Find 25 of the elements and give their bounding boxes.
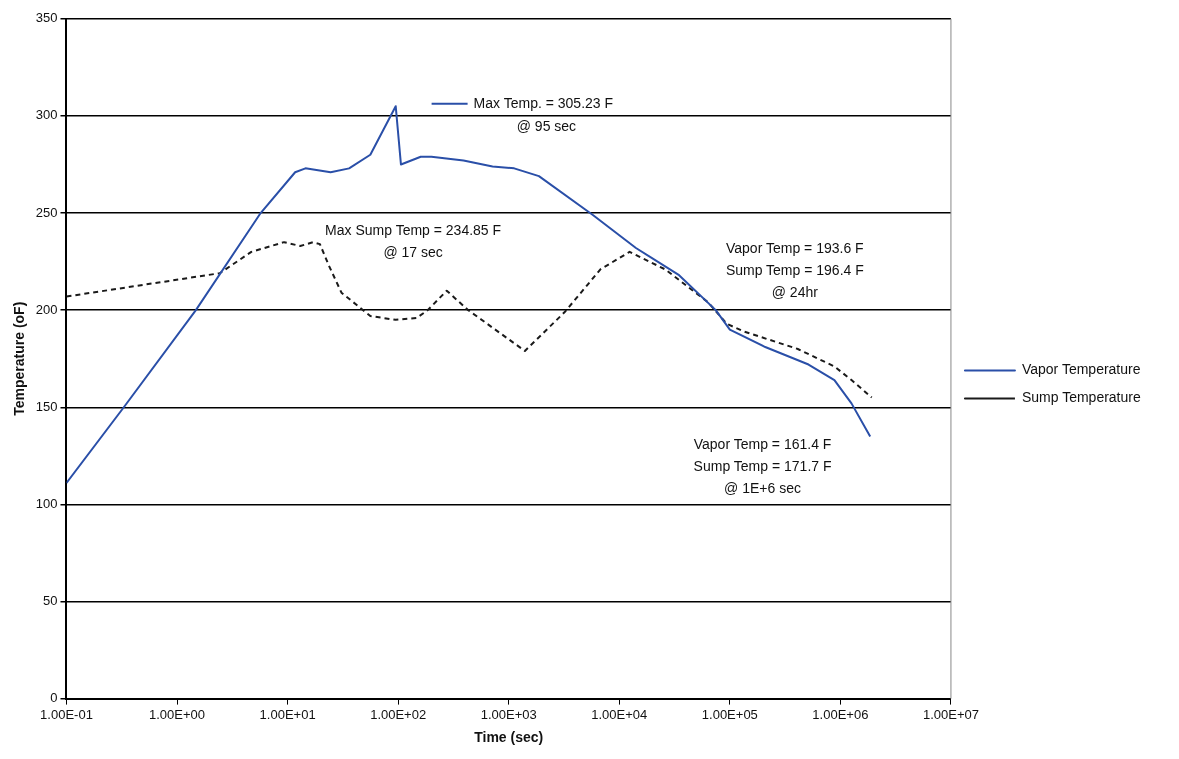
- y-tick-label: 200: [35, 301, 58, 317]
- legend-label: Sump Temperature: [1021, 389, 1141, 406]
- y-tick-label: 50: [43, 593, 58, 609]
- y-tick-label: 100: [35, 495, 58, 511]
- x-tick-label: 1.00E-01: [40, 706, 93, 722]
- annotation: Max Temp. = 305.23 F @ 95 sec: [473, 94, 614, 134]
- x-tick-label: 1.00E+00: [149, 706, 206, 722]
- annotation: Vapor Temp = 161.4 F Sump Temp = 171.7 F @ 1E+6 sec: [693, 435, 832, 496]
- x-tick-label: 1.00E+03: [480, 706, 537, 722]
- x-tick-label: 1.00E+06: [812, 706, 869, 722]
- x-tick-label: 1.00E+07: [922, 706, 979, 722]
- x-tick-label: 1.00E+04: [591, 706, 648, 722]
- annotation: Vapor Temp = 193.6 F Sump Temp = 196.4 F @ 24hr: [725, 239, 864, 300]
- y-tick-label: 350: [35, 10, 58, 26]
- x-tick-label: 1.00E+05: [701, 706, 758, 722]
- x-axis-title: Time (sec): [474, 729, 544, 746]
- y-tick-label: 150: [35, 398, 58, 414]
- x-tick-label: 1.00E+01: [259, 706, 316, 722]
- y-tick-label: 250: [35, 204, 58, 220]
- y-axis-title: Temperature (oF): [11, 301, 28, 416]
- y-tick-label: 0: [50, 690, 58, 706]
- annotation: Max Sump Temp = 234.85 F @ 17 sec: [325, 222, 502, 261]
- x-tick-label: 1.00E+02: [370, 706, 427, 722]
- legend-label: Vapor Temperature: [1021, 361, 1141, 378]
- y-tick-label: 300: [35, 107, 58, 123]
